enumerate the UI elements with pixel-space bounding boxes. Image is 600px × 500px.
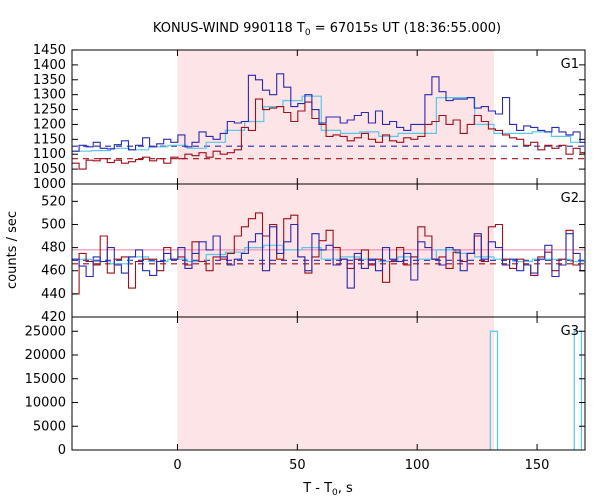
- y-tick-label: 440: [41, 287, 66, 302]
- y-tick-label: 480: [41, 241, 66, 256]
- spike-1: [573, 330, 583, 450]
- y-tick-label: 5000: [33, 419, 66, 434]
- x-tick-label: 100: [405, 458, 430, 473]
- y-tick-label: 25000: [25, 324, 66, 339]
- panel-g3: 0 5000 10000 15000 20000 25000 G3: [25, 316, 586, 458]
- plot-area: [489, 330, 583, 450]
- series-blue-g2: [72, 223, 585, 289]
- panel-label: G3: [561, 324, 579, 339]
- plot-area: [72, 212, 585, 295]
- chart-title: KONUS-WIND 990118 T0 = 67015s UT (18:36:…: [153, 21, 501, 38]
- y-axis-label: counts / sec: [5, 211, 20, 289]
- x-tick-label: 150: [525, 458, 550, 473]
- series-red-g2: [72, 212, 585, 295]
- y-tick-label: 520: [41, 194, 66, 209]
- y-tick-label: 1400: [33, 58, 66, 73]
- y-tick-label: 500: [41, 217, 66, 232]
- panel-frame: [71, 316, 586, 451]
- y-tick-label: 15000: [25, 372, 66, 387]
- x-tick-label: 0: [173, 458, 181, 473]
- panel-label: G2: [561, 191, 579, 206]
- panels-group: 1000105011001150120012501300135014001450…: [25, 43, 586, 473]
- y-tick-label: 1200: [33, 117, 66, 132]
- y-tick-label: 1050: [33, 162, 66, 177]
- y-tick-label: 1150: [33, 132, 66, 147]
- panel-label: G1: [561, 57, 579, 72]
- y-tick-label: 1450: [33, 43, 66, 58]
- y-tick-label: 420: [41, 310, 66, 325]
- y-tick-label: 1100: [33, 147, 66, 162]
- series-blue-g1: [72, 73, 585, 152]
- x-tick-label: 50: [289, 458, 306, 473]
- series-red-g1: [72, 98, 585, 170]
- y-tick-label: 10000: [25, 396, 66, 411]
- y-tick-label: 1300: [33, 88, 66, 103]
- y-tick-label: 1350: [33, 73, 66, 88]
- x-axis-label: T - T0, s: [302, 481, 353, 498]
- spike-0: [489, 330, 499, 450]
- panel-g1: 1000105011001150120012501300135014001450…: [33, 43, 586, 192]
- y-tick-label: 0: [58, 443, 66, 458]
- highlight-interval: [177, 317, 494, 450]
- y-tick-label: 20000: [25, 348, 66, 363]
- y-tick-label: 460: [41, 264, 66, 279]
- panel-g2: 420 440 460 480 500 520 G2: [41, 183, 586, 325]
- y-tick-label: 1000: [33, 177, 66, 192]
- plot-area: [72, 73, 585, 170]
- y-tick-label: 1250: [33, 103, 66, 118]
